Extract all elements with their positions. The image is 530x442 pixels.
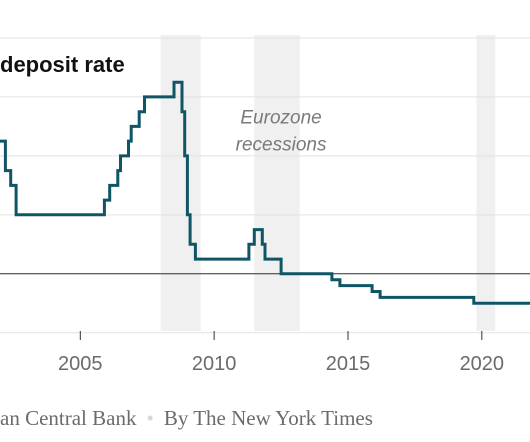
source-credit: an Central Bank • By The New York Times <box>0 406 373 431</box>
annotation-line: recessions <box>236 134 327 155</box>
separator-dot: • <box>146 406 154 430</box>
x-tick-label: 2015 <box>326 353 371 375</box>
series-line <box>0 80 530 305</box>
chart-title: deposit rate <box>0 52 125 77</box>
x-tick-label: 2005 <box>58 353 103 375</box>
byline: By The New York Times <box>163 406 373 430</box>
recession-band <box>476 35 496 331</box>
x-tick-label: 2010 <box>192 353 237 375</box>
annotation-line: Eurozone <box>240 107 321 128</box>
source-label: an Central Bank <box>0 406 137 430</box>
annotation-label: Eurozone recessions <box>236 107 327 155</box>
x-tick-label: 2020 <box>460 353 505 375</box>
recession-band <box>254 35 300 331</box>
recession-band <box>160 35 201 331</box>
